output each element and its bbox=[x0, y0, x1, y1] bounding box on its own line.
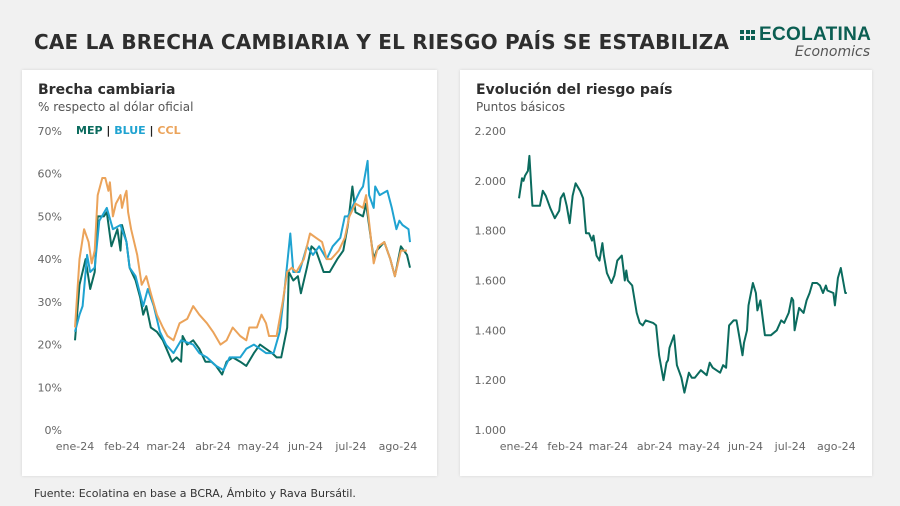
x-tick-label: ene-24 bbox=[56, 440, 94, 453]
mep-series-line bbox=[74, 185, 411, 376]
ccl-series-line bbox=[74, 177, 407, 346]
x-tick-label: ago-24 bbox=[379, 440, 418, 453]
logo-grid-icon bbox=[740, 30, 755, 40]
chart-title: Evolución del riesgo país bbox=[476, 82, 673, 98]
brecha-plot: 0% 10% 20% 30% 40% 50% 60% 70% ene-24 feb-24 mar-2… bbox=[38, 125, 418, 453]
riesgo-chart-card: Evolución del riesgo país Puntos básicos… bbox=[460, 70, 872, 476]
blue-series-line bbox=[74, 159, 411, 372]
x-tick-label: jul-24 bbox=[774, 440, 806, 453]
x-tick-label: ene-24 bbox=[500, 440, 538, 453]
logo-subtitle: Economics bbox=[794, 44, 870, 60]
y-tick-label: 10% bbox=[38, 381, 62, 394]
logo-brand: ECOLATINA bbox=[759, 24, 872, 45]
legend-separator: | bbox=[149, 124, 154, 137]
legend-blue: BLUE bbox=[114, 124, 146, 137]
legend-ccl: CCL bbox=[157, 124, 181, 137]
chart-title: Brecha cambiaria bbox=[38, 82, 176, 98]
y-tick-label: 1.200 bbox=[475, 374, 507, 387]
riesgo-pais-series-line bbox=[518, 154, 847, 394]
x-tick-label: abr-24 bbox=[195, 440, 231, 453]
y-tick-label: 0% bbox=[45, 424, 62, 437]
x-tick-label: feb-24 bbox=[104, 440, 140, 453]
riesgo-plot: 1.000 1.200 1.400 1.600 1.800 2.000 2.200 ene-2… bbox=[475, 125, 856, 453]
y-tick-label: 1.400 bbox=[475, 324, 507, 337]
y-tick-label: 50% bbox=[38, 210, 62, 223]
y-tick-label: 20% bbox=[38, 339, 62, 352]
x-tick-label: may-24 bbox=[678, 440, 720, 453]
y-tick-label: 30% bbox=[38, 296, 62, 309]
y-tick-label: 1.000 bbox=[475, 424, 507, 437]
x-tick-label: may-24 bbox=[238, 440, 280, 453]
x-tick-label: feb-24 bbox=[547, 440, 583, 453]
y-tick-label: 60% bbox=[38, 168, 62, 181]
legend: MEP | BLUE | CCL bbox=[76, 124, 181, 137]
chart-subtitle: % respecto al dólar oficial bbox=[38, 100, 194, 114]
x-tick-label: jun-24 bbox=[287, 440, 323, 453]
source-note: Fuente: Ecolatina en base a BCRA, Ámbito… bbox=[34, 487, 356, 500]
x-tick-label: jul-24 bbox=[334, 440, 366, 453]
y-tick-label: 40% bbox=[38, 253, 62, 266]
legend-mep: MEP bbox=[76, 124, 103, 137]
page-title: CAE LA BRECHA CAMBIARIA Y EL RIESGO PAÍS… bbox=[34, 30, 730, 54]
y-tick-label: 1.800 bbox=[475, 225, 507, 238]
ecolatina-logo: ECOLATINA Economics bbox=[740, 24, 880, 60]
x-tick-label: mar-24 bbox=[589, 440, 628, 453]
x-tick-label: mar-24 bbox=[146, 440, 185, 453]
y-tick-label: 2.200 bbox=[475, 125, 507, 138]
brecha-chart-card: Brecha cambiaria % respecto al dólar ofi… bbox=[22, 70, 437, 476]
y-tick-label: 1.600 bbox=[475, 275, 507, 288]
x-tick-label: abr-24 bbox=[637, 440, 673, 453]
x-tick-label: ago-24 bbox=[817, 440, 856, 453]
chart-subtitle: Puntos básicos bbox=[476, 100, 566, 114]
y-tick-label: 2.000 bbox=[475, 175, 507, 188]
y-tick-label: 70% bbox=[38, 125, 62, 138]
legend-separator: | bbox=[106, 124, 111, 137]
x-tick-label: jun-24 bbox=[727, 440, 763, 453]
